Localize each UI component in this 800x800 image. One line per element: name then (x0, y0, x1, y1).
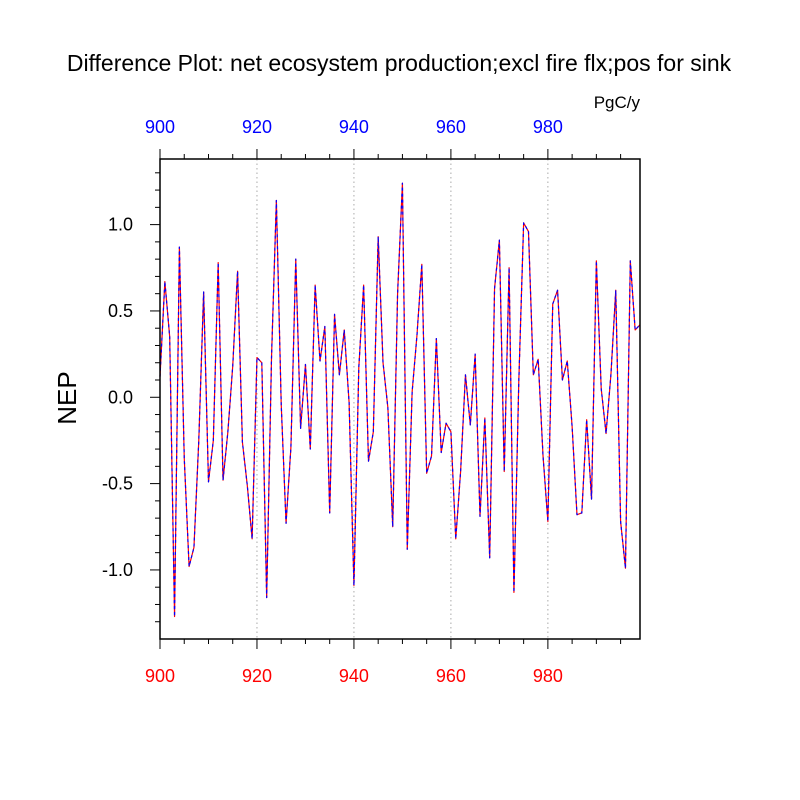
series-layer (159, 182, 641, 618)
chart-title: Difference Plot: net ecosystem productio… (67, 50, 732, 76)
x-tick-label-top: 980 (533, 117, 563, 137)
axes: 900 900 920 920 940 940 960 960 980 980 -1.0 -0.5 0.… (102, 117, 622, 686)
x-tick-label-bottom: 900 (145, 666, 175, 686)
x-tick-label-bottom: 920 (242, 666, 272, 686)
x-tick-label-top: 960 (436, 117, 466, 137)
y-tick-label: 1.0 (108, 215, 133, 235)
x-tick-label-top: 920 (242, 117, 272, 137)
y-tick-label: -1.0 (102, 560, 133, 580)
x-tick-label-top: 940 (339, 117, 369, 137)
x-tick-label-bottom: 960 (436, 666, 466, 686)
plot-frame (159, 158, 641, 640)
x-tick-label-bottom: 980 (533, 666, 563, 686)
x-tick-label-bottom: 940 (339, 666, 369, 686)
x-tick-label-top: 900 (145, 117, 175, 137)
x-grid (256, 159, 549, 639)
y-tick-label: 0.0 (108, 387, 133, 407)
series-line-blue-dashed (159, 182, 641, 618)
units-label: PgC/y (594, 93, 641, 112)
y-axis-label: NEP (52, 371, 82, 424)
y-tick-label: 0.5 (108, 301, 133, 321)
y-tick-label: -0.5 (102, 474, 133, 494)
